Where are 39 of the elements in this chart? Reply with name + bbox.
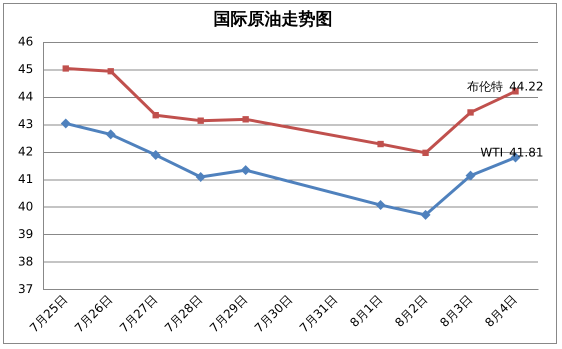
point <box>108 68 114 74</box>
point <box>152 112 159 118</box>
point <box>376 200 386 210</box>
point <box>422 150 429 156</box>
x-tick-label: 7月27日 <box>116 292 160 336</box>
point <box>242 116 249 123</box>
y-tick-label: 42 <box>18 144 34 158</box>
y-tick-label: 46 <box>18 34 34 49</box>
point <box>106 129 116 140</box>
point <box>62 65 69 72</box>
point <box>377 140 384 148</box>
y-tick-label: 43 <box>18 116 34 131</box>
x-tick-label: 8月1日 <box>347 292 385 330</box>
x-tick-label: 7月28日 <box>162 292 206 336</box>
point <box>240 165 251 176</box>
y-tick-label: 45 <box>18 62 34 76</box>
y-tick-label: 38 <box>18 254 34 268</box>
point <box>196 172 206 182</box>
point <box>150 150 161 160</box>
x-tick-label: 8月4日 <box>482 292 520 330</box>
data-label: 44.22 <box>509 79 544 94</box>
series-label: WTI <box>480 146 504 160</box>
x-tick-label: 7月29日 <box>206 292 250 336</box>
y-tick-label: 40 <box>18 199 34 214</box>
x-tick-label: 7月31日 <box>296 292 340 336</box>
point <box>60 118 71 128</box>
x-tick-label: 7月26日 <box>72 292 116 336</box>
y-tick-label: 41 <box>18 172 34 186</box>
y-tick-label: 39 <box>18 226 34 241</box>
x-tick-label: 8月3日 <box>437 292 475 330</box>
point <box>420 210 431 220</box>
x-tick-label: 8月2日 <box>392 292 430 330</box>
point <box>466 170 476 181</box>
y-tick-label: 44 <box>18 89 34 104</box>
x-tick-label: 7月30日 <box>252 292 295 336</box>
data-label: 41.81 <box>509 146 544 160</box>
chart-title: 国际原油走势图 <box>214 10 332 30</box>
point <box>198 118 204 124</box>
series-label: 布伦特 <box>467 79 504 94</box>
